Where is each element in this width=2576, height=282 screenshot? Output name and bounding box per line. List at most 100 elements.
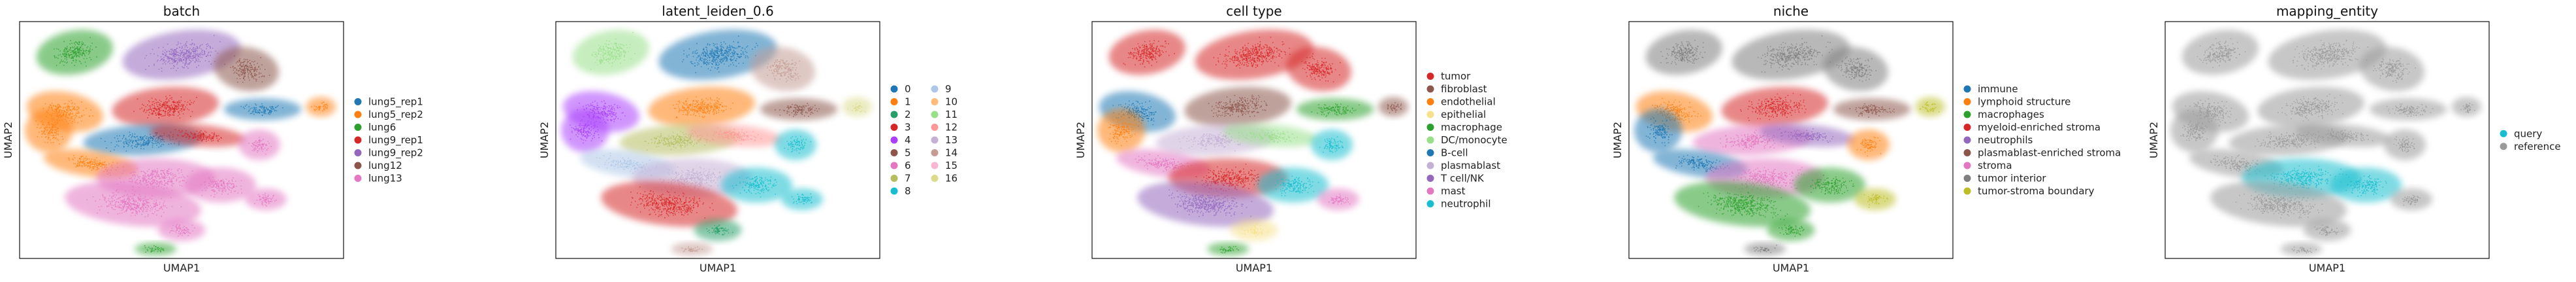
legend-item: tumor-stroma boundary	[1963, 185, 2095, 197]
plot-frame	[555, 21, 880, 259]
legend-label: 4	[905, 134, 911, 146]
cluster-topL	[1645, 29, 1723, 75]
cluster-bot	[2210, 181, 2347, 227]
legend-marker	[1426, 73, 1434, 80]
cluster-midR	[1296, 98, 1374, 120]
cluster-botS	[1767, 219, 1815, 241]
legend-item: 14	[931, 147, 958, 159]
cluster-topC	[658, 29, 777, 80]
cluster-topR	[1823, 46, 1888, 92]
legend-item: 1	[890, 96, 911, 108]
legend-label: stroma	[1978, 160, 2012, 171]
legend-item: 4	[890, 134, 911, 146]
legend-label: lymphoid structure	[1978, 96, 2070, 108]
legend-item: 16	[931, 173, 958, 185]
panel-title: mapping_entity	[2276, 3, 2378, 19]
legend-label: immune	[1978, 83, 2018, 95]
cluster-topL	[572, 29, 650, 75]
legend-item: lung9_rep1	[354, 134, 423, 147]
legend-marker	[354, 149, 362, 156]
legend: lung5_rep1lung5_rep2lung6lung9_rep1lung9…	[354, 96, 423, 185]
legend-label: 0	[905, 83, 911, 95]
legend-label: lung9_rep2	[368, 147, 423, 160]
legend-label: tumor-stroma boundary	[1978, 185, 2095, 197]
cluster-lowR	[1257, 167, 1329, 203]
legend-label: 1	[905, 96, 911, 108]
legend-label: plasmablast	[1441, 160, 1500, 171]
x-axis-label: UMAP1	[163, 262, 200, 274]
legend-marker	[1963, 162, 1971, 169]
plot-frame	[2165, 21, 2490, 259]
legend-marker	[1963, 98, 1971, 105]
legend-marker	[354, 175, 362, 182]
cluster-midR	[2369, 98, 2447, 120]
cluster-leftB	[25, 109, 73, 152]
cluster-lowR	[1794, 167, 1866, 203]
legend-label: 15	[945, 160, 958, 171]
legend-marker	[1426, 124, 1434, 131]
cluster-topC	[122, 29, 241, 80]
legend-label: reference	[2514, 141, 2561, 152]
legend-item: reference	[2500, 141, 2561, 152]
legend-item: 8	[890, 185, 911, 197]
point-cloud	[2170, 29, 2482, 256]
legend-label: 10	[945, 96, 958, 108]
legend-label: 9	[945, 83, 952, 95]
umap-panel-5: mapping_entity UMAP1 UMAP2 query reference	[2148, 3, 2561, 274]
cluster-lowR2	[1317, 188, 1359, 211]
legend-item: 5	[890, 147, 911, 159]
legend-marker	[1426, 200, 1434, 207]
legend-item: fibroblast	[1426, 83, 1487, 95]
legend-label: lung5_rep2	[368, 109, 423, 121]
legend-item: tumor	[1426, 71, 1471, 82]
legend-marker	[1426, 149, 1434, 156]
cluster-rightB	[1311, 129, 1353, 160]
legend-label: 12	[945, 122, 958, 133]
legend-label: macrophage	[1441, 122, 1502, 133]
cluster-topR	[214, 46, 279, 92]
legend-marker	[1426, 162, 1434, 169]
cluster-topR	[1286, 46, 1351, 92]
legend-label: macrophages	[1978, 109, 2044, 120]
legend-marker	[2500, 143, 2507, 150]
legend-marker	[1963, 124, 1971, 131]
legend-marker	[890, 162, 898, 169]
legend-item: endothelial	[1426, 96, 1496, 108]
cluster-midB2	[1223, 123, 1318, 147]
legend-label: lung6	[368, 122, 396, 133]
legend-marker	[931, 98, 939, 105]
legend-item: 6	[890, 160, 911, 171]
cluster-lowR	[2330, 167, 2402, 203]
x-axis-label: UMAP1	[1236, 262, 1272, 274]
legend-marker	[1426, 111, 1434, 118]
legend-item: 13	[931, 134, 958, 146]
legend-marker	[354, 136, 362, 144]
legend-item: lung6	[354, 122, 396, 133]
cluster-topC	[1195, 29, 1313, 80]
umap-panel-3: cell type UMAP1 UMAP2 tumorfibroblastendoth…	[1074, 3, 1507, 274]
umap-panel-2: latent_leiden_0.6UMAP1UMAP20123456789101…	[538, 3, 958, 274]
legend-label: myeloid-enriched stroma	[1978, 122, 2101, 133]
x-axis-label: UMAP1	[2309, 262, 2345, 274]
y-axis-label: UMAP2	[1611, 122, 1624, 158]
legend-label: 16	[945, 173, 958, 185]
legend-item: lung9_rep2	[354, 147, 423, 160]
y-axis-label: UMAP2	[1074, 122, 1087, 158]
cluster-leftB	[1634, 109, 1682, 152]
legend-marker	[1963, 136, 1971, 144]
legend-marker	[890, 98, 898, 105]
legend-label: 7	[905, 173, 911, 185]
legend-label: neutrophil	[1441, 198, 1491, 210]
legend-item: lung5_rep2	[354, 109, 423, 121]
legend-item: query	[2500, 128, 2542, 139]
legend-item: 9	[931, 83, 952, 95]
legend-marker	[2500, 130, 2507, 137]
legend-marker	[890, 149, 898, 156]
legend-marker	[931, 111, 939, 118]
point-cloud	[25, 29, 336, 256]
legend-label: epithelial	[1441, 109, 1486, 120]
legend-marker	[890, 85, 898, 93]
cluster-farR	[1915, 97, 1946, 117]
